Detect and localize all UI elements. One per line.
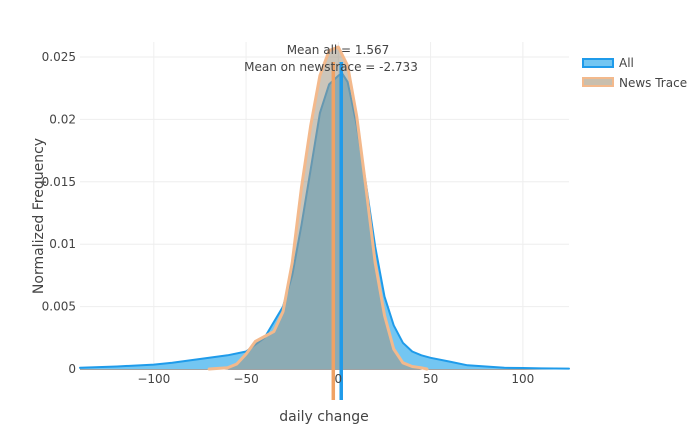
series-line-news-trace — [207, 45, 429, 371]
legend-item-news-trace[interactable]: News Trace — [582, 76, 687, 90]
y-tick-label: 0.025 — [42, 50, 76, 64]
legend-swatch-all — [582, 58, 614, 68]
y-tick-label: 0 — [68, 362, 76, 376]
y-tick-label: 0.005 — [42, 300, 76, 314]
mean-lines — [331, 62, 343, 400]
legend-swatch-news-trace — [582, 77, 614, 87]
annotation-mean-all: Mean all = 1.567 — [287, 43, 390, 57]
x-tick-label: 0 — [335, 372, 343, 386]
y-axis-title: Normalized Frequency — [31, 138, 47, 294]
y-axis-ticks: 0 0.005 0.01 0.015 0.02 0.025 — [42, 50, 76, 376]
x-axis-title: daily change — [279, 409, 369, 425]
x-tick-label: −100 — [137, 372, 170, 386]
legend-item-all[interactable]: All — [582, 56, 634, 70]
x-tick-label: −50 — [233, 372, 258, 386]
x-axis-ticks: −100 −50 0 50 100 — [137, 372, 534, 386]
y-tick-label: 0.01 — [49, 237, 76, 251]
x-tick-label: 100 — [511, 372, 534, 386]
y-tick-label: 0.02 — [49, 112, 76, 126]
legend-label-news-trace: News Trace — [619, 76, 687, 90]
density-areas — [79, 45, 570, 371]
legend-label-all: All — [619, 56, 634, 70]
legend[interactable]: All News Trace — [582, 56, 687, 90]
y-tick-label: 0.015 — [42, 175, 76, 189]
annotation-mean-newstrace: Mean on newstrace = -2.733 — [244, 60, 418, 74]
area-fill-news-trace — [209, 47, 427, 369]
x-tick-label: 50 — [423, 372, 438, 386]
